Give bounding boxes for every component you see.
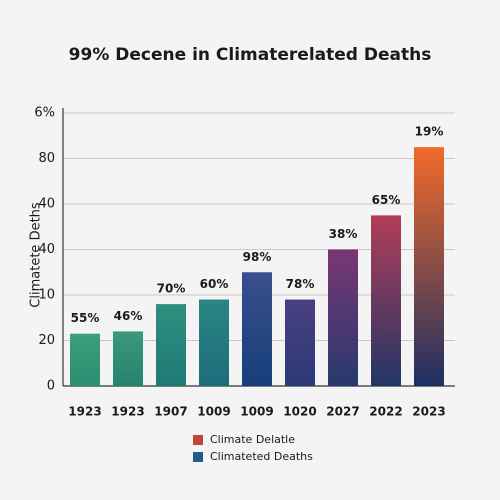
bar xyxy=(328,249,358,386)
bar xyxy=(285,299,315,386)
y-tick-label: 10 xyxy=(38,288,55,303)
bar-annotation: 19% xyxy=(415,125,444,139)
bar xyxy=(242,272,272,386)
y-tick-label: 6% xyxy=(34,106,55,121)
x-tick-label: 2027 xyxy=(326,405,359,419)
x-tick-label: 2023 xyxy=(412,405,445,419)
bar-annotation: 60% xyxy=(200,277,229,291)
x-tick-label: 2022 xyxy=(369,405,402,419)
bar xyxy=(156,304,186,386)
bar-annotation: 78% xyxy=(286,277,315,291)
y-tick-label: 0 xyxy=(47,379,55,394)
y-tick-label: 20 xyxy=(38,333,55,348)
bar-annotation: 98% xyxy=(243,250,272,264)
legend-swatch xyxy=(193,435,203,445)
x-tick-label: 1923 xyxy=(111,405,144,419)
chart-title: 99% Decene in Climaterelated Deaths xyxy=(69,45,432,65)
y-tick-label: 40 xyxy=(38,242,55,257)
y-tick-label: 40 xyxy=(38,197,55,212)
bar-annotation: 38% xyxy=(329,227,358,241)
bar xyxy=(414,147,444,386)
bar-annotation: 46% xyxy=(114,309,143,323)
x-tick-label: 1907 xyxy=(154,405,187,419)
x-tick-label: 1009 xyxy=(240,405,273,419)
bar xyxy=(199,299,229,386)
bar-annotation: 65% xyxy=(372,193,401,207)
legend-label: Climateted Deaths xyxy=(210,450,313,463)
y-tick-label: 80 xyxy=(38,151,55,166)
legend-label: Climate Delatle xyxy=(210,433,295,446)
x-tick-label: 1009 xyxy=(197,405,230,419)
bar xyxy=(113,331,143,386)
x-tick-label: 1020 xyxy=(283,405,316,419)
y-axis-label: Climatete Deths xyxy=(29,202,44,308)
bar xyxy=(70,333,100,386)
legend-swatch xyxy=(193,452,203,462)
bar-annotation: 55% xyxy=(71,311,100,325)
bar xyxy=(371,215,401,386)
bar-annotation: 70% xyxy=(157,282,186,296)
x-tick-label: 1923 xyxy=(68,405,101,419)
